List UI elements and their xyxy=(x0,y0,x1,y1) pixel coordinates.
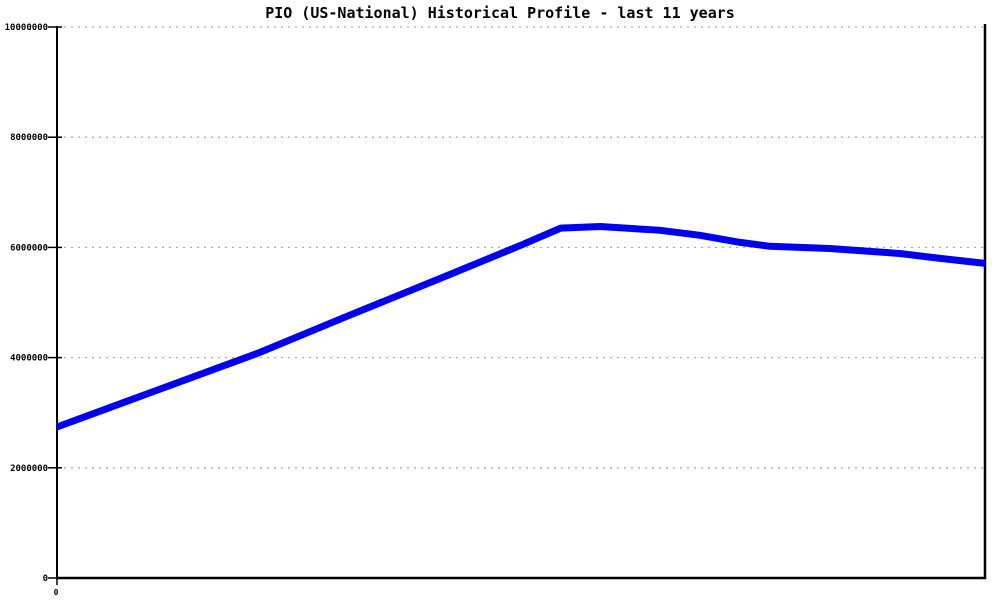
y-tick-label: 0 xyxy=(43,574,48,584)
tick-labels-layer: 0 2000000 4000000 6000000 8000000 10000000 0 xyxy=(5,23,59,597)
y-tick-label: 10000000 xyxy=(5,23,48,33)
y-tick-label: 2000000 xyxy=(10,464,48,474)
y-tick-label: 6000000 xyxy=(10,243,48,253)
series-line-pio xyxy=(55,222,986,431)
x-tick-label: 0 xyxy=(54,588,59,597)
y-tick-label: 4000000 xyxy=(10,354,48,364)
series-layer xyxy=(55,222,986,431)
axes-layer xyxy=(48,24,987,585)
chart-title: PIO (US-National) Historical Profile - l… xyxy=(265,4,735,22)
y-tick-label: 8000000 xyxy=(10,133,48,143)
